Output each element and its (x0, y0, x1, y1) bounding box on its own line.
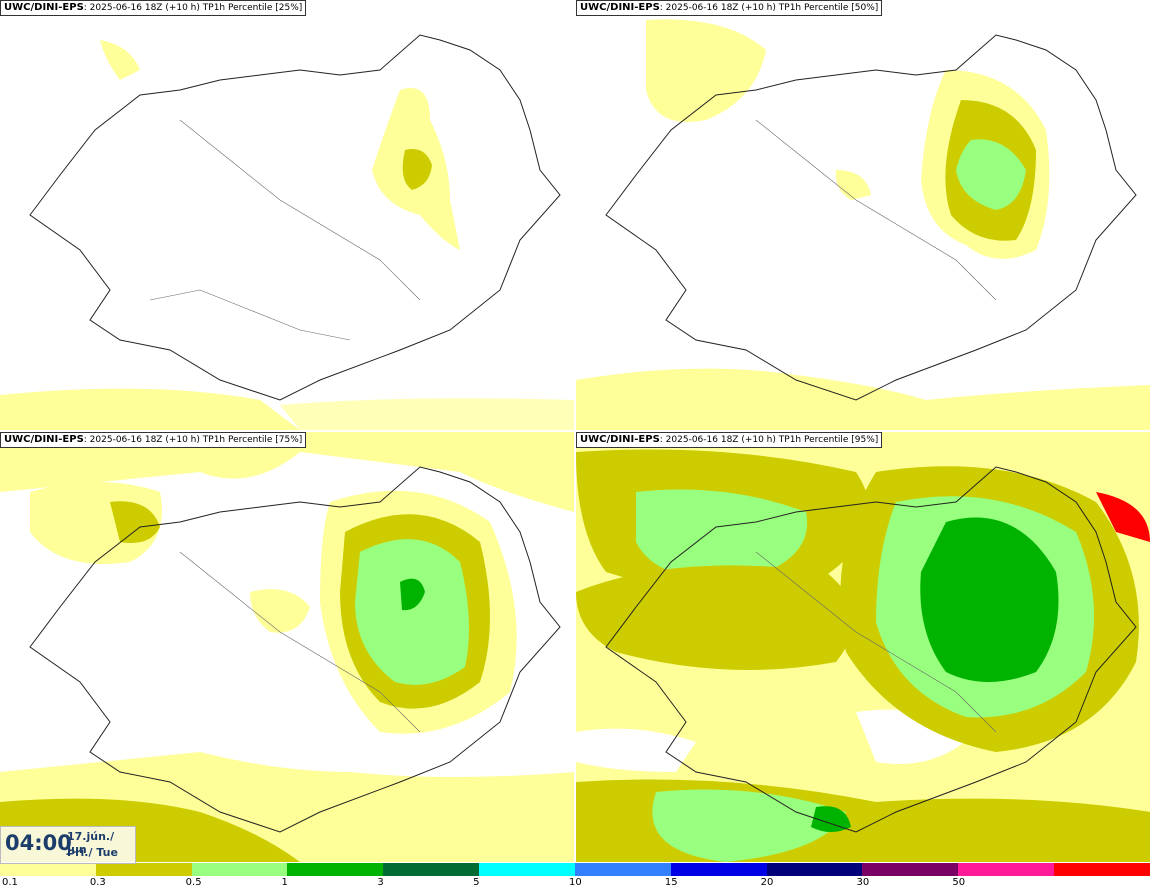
legend-label: 10 (569, 877, 582, 888)
legend-colorbar (0, 863, 1150, 876)
valid-weekday: Þri./ Tue (67, 846, 118, 859)
model-name: UWC/DINI-EPS (4, 2, 84, 13)
product-name: TP1h Percentile [95%] (778, 435, 879, 445)
map-canvas (576, 432, 1150, 862)
run-meta: 2025-06-16 18Z (+10 h) (665, 3, 776, 13)
product-name: TP1h Percentile [75%] (202, 435, 303, 445)
map-panel-25: UWC/DINI-EPS: 2025-06-16 18Z (+10 h) TP1… (0, 0, 574, 430)
legend-label: 0.5 (185, 877, 202, 888)
panel-title: UWC/DINI-EPS: 2025-06-16 18Z (+10 h) TP1… (0, 0, 307, 16)
legend-label: 1 (281, 877, 288, 888)
model-name: UWC/DINI-EPS (4, 434, 84, 445)
legend-swatch (191, 863, 288, 876)
legend-label: 0.1 (2, 877, 18, 888)
legend-swatch (574, 863, 671, 876)
valid-time-box: 04:00 17.jún./ Jun Þri./ Tue (0, 826, 136, 864)
legend-swatch (766, 863, 863, 876)
product-name: TP1h Percentile [25%] (202, 3, 303, 13)
run-meta: 2025-06-16 18Z (+10 h) (89, 435, 200, 445)
model-name: UWC/DINI-EPS (580, 434, 660, 445)
valid-hour: 04:00 (5, 831, 72, 855)
legend-labels: 0.1 0.3 0.5 1 3 5 10 15 20 30 50 (0, 877, 1150, 891)
legend-swatch (670, 863, 767, 876)
map-panel-50: UWC/DINI-EPS: 2025-06-16 18Z (+10 h) TP1… (576, 0, 1150, 430)
map-canvas (576, 19, 1150, 430)
legend-swatch (383, 863, 480, 876)
run-meta: 2025-06-16 18Z (+10 h) (89, 3, 200, 13)
legend-label: 15 (664, 877, 678, 888)
legend-swatch (1054, 863, 1150, 876)
product-name: TP1h Percentile [50%] (778, 3, 879, 13)
legend-swatch (862, 863, 959, 876)
legend-swatch (287, 863, 384, 876)
panel-title: UWC/DINI-EPS: 2025-06-16 18Z (+10 h) TP1… (576, 0, 883, 16)
legend-label: 3 (377, 877, 384, 888)
panel-title: UWC/DINI-EPS: 2025-06-16 18Z (+10 h) TP1… (576, 432, 883, 448)
valid-date: 17.jún./ Jun (67, 830, 115, 856)
legend-label: 5 (473, 877, 480, 888)
legend-swatch (479, 863, 575, 876)
map-panel-95: UWC/DINI-EPS: 2025-06-16 18Z (+10 h) TP1… (576, 432, 1150, 862)
legend-label: 30 (856, 877, 870, 888)
map-panel-75: UWC/DINI-EPS: 2025-06-16 18Z (+10 h) TP1… (0, 432, 574, 862)
model-name: UWC/DINI-EPS (580, 2, 660, 13)
legend-swatch (958, 863, 1055, 876)
panel-title: UWC/DINI-EPS: 2025-06-16 18Z (+10 h) TP1… (0, 432, 307, 448)
legend-swatch (0, 863, 96, 876)
map-canvas (0, 432, 574, 862)
legend-label: 0.3 (89, 877, 106, 888)
run-meta: 2025-06-16 18Z (+10 h) (665, 435, 776, 445)
legend-label: 20 (760, 877, 774, 888)
legend-swatch (95, 863, 192, 876)
legend-label: 50 (952, 877, 966, 888)
map-canvas (0, 34, 574, 430)
